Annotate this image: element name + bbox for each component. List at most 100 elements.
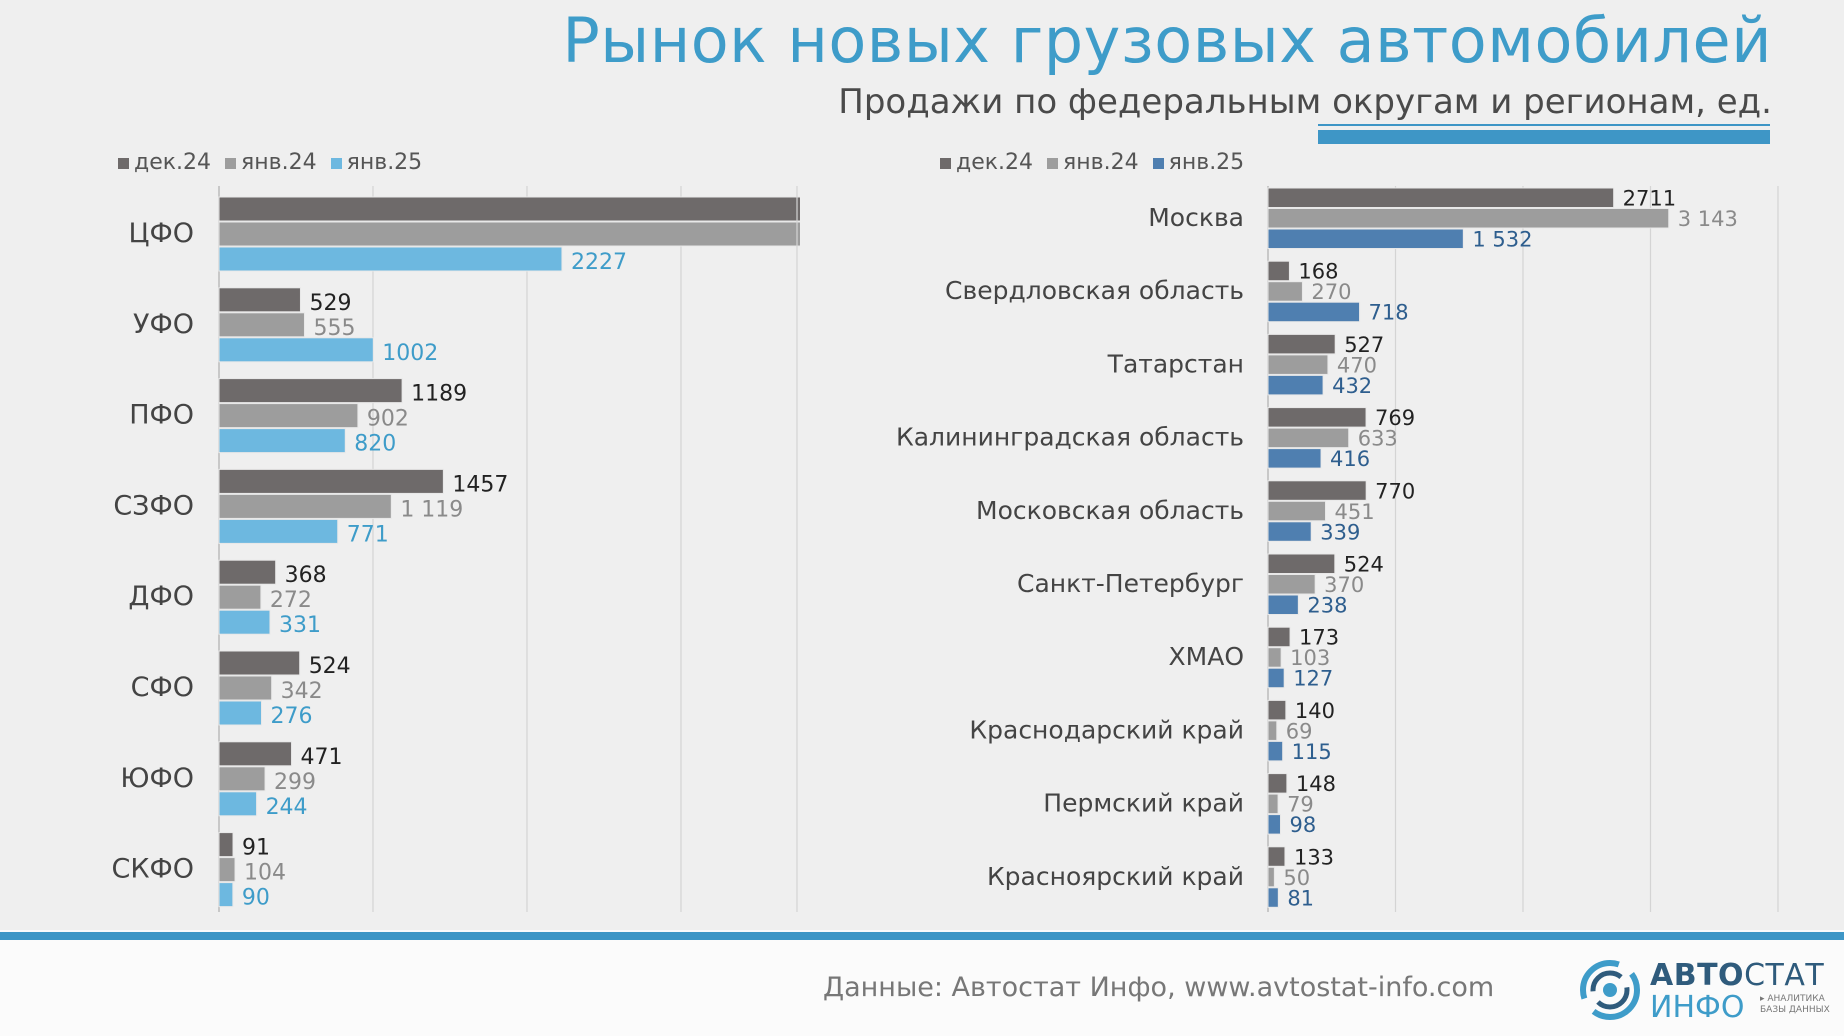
- legend-label: янв.24: [241, 150, 317, 175]
- value-label: 770: [1375, 479, 1415, 503]
- value-label: 299: [274, 770, 316, 795]
- category-label: ЦФО: [129, 218, 194, 249]
- bar-jan25: [1267, 667, 1285, 689]
- bar-dec24: [1267, 260, 1290, 282]
- footer-divider: [0, 932, 1844, 940]
- category-label: СФО: [131, 672, 194, 703]
- logo-tagline-line: БАЗЫ ДАННЫХ: [1760, 1005, 1830, 1015]
- bar-jan24: [218, 857, 236, 883]
- bar-jan24: [218, 403, 359, 429]
- bar-dec24: [218, 287, 301, 313]
- category-label: ХМАО: [1169, 642, 1244, 671]
- category-label: Красноярский край: [987, 862, 1244, 891]
- value-label: 368: [285, 563, 327, 588]
- value-label: 3 143: [1678, 207, 1738, 231]
- bar-jan25: [1267, 740, 1284, 762]
- bar-dec24: [1267, 846, 1286, 867]
- bar-dec24: [218, 378, 403, 404]
- bar-jan24: [1267, 647, 1282, 668]
- value-label: 331: [279, 613, 321, 638]
- bar-dec24: [1267, 773, 1288, 794]
- bar-jan24: [1267, 427, 1350, 449]
- value-label: 432: [1332, 374, 1372, 398]
- value-label: 115: [1292, 740, 1332, 764]
- category-label: УФО: [133, 309, 194, 340]
- legend-item-dec24: дек.24: [940, 150, 1033, 175]
- bar-jan24: [1267, 500, 1327, 522]
- bar-jan24: [218, 584, 262, 610]
- category-label: Санкт-Петербург: [1017, 569, 1244, 598]
- bar-dec24: [1267, 626, 1291, 648]
- bar-jan25: [218, 428, 346, 454]
- bar-jan24: [1267, 354, 1329, 375]
- value-label: 270: [1311, 280, 1351, 304]
- legend-item-jan25: янв.25: [330, 150, 423, 175]
- category-label: Татарстан: [1107, 349, 1244, 378]
- bar-jan25: [218, 246, 563, 272]
- value-label: 168: [1298, 260, 1338, 284]
- value-label: 529: [309, 291, 351, 316]
- bar-dec24: [1267, 699, 1287, 721]
- logo-tagline-line: ▸ АНАЛИТИКА: [1760, 994, 1825, 1004]
- bar-dec24: [1267, 553, 1336, 574]
- bar-jan25: [218, 700, 263, 726]
- value-label: 90: [242, 886, 270, 911]
- value-label: 276: [271, 704, 313, 729]
- bar-dec24: [218, 741, 293, 767]
- legend-label: янв.25: [346, 150, 423, 175]
- logo-swirl-icon: [1580, 960, 1640, 1020]
- legend-item-jan24: янв.24: [225, 150, 317, 175]
- bar-jan24: [1267, 281, 1303, 302]
- logo-wordmark-bottom: ИНФО: [1650, 990, 1745, 1025]
- value-label: 902: [367, 407, 409, 432]
- logo-wordmark-top: АВТОСТАТ: [1650, 958, 1824, 993]
- chart-subtitle: Продажи по федеральным округам и региона…: [838, 82, 1772, 122]
- bar-jan24: [1267, 720, 1278, 741]
- bar-dec24: [1267, 407, 1367, 428]
- value-label: 555: [313, 316, 355, 341]
- bar-jan24: [1267, 208, 1670, 229]
- category-label: СКФО: [111, 854, 194, 885]
- value-label: 2227: [571, 250, 627, 275]
- category-label: Свердловская область: [945, 276, 1244, 305]
- legend-right: дек.24 янв.24 янв.25: [940, 150, 1258, 175]
- value-label: 769: [1375, 406, 1415, 430]
- bar-jan25: [1267, 814, 1281, 835]
- bar-jan25: [1267, 887, 1279, 908]
- value-label: 524: [309, 654, 351, 679]
- bar-jan25: [218, 518, 339, 544]
- bar-jan24: [1267, 574, 1316, 595]
- footer: [0, 930, 1844, 1036]
- category-label: Москва: [1148, 203, 1244, 232]
- legend-item-jan24: янв.24: [1047, 150, 1139, 175]
- bar-jan25: [218, 609, 271, 635]
- value-label: 173: [1299, 626, 1339, 650]
- value-label: 342: [281, 679, 323, 704]
- value-label: 98: [1289, 813, 1316, 837]
- federal-districts-chart: ЦФО40574 1122227УФО5295551002ПФО11899028…: [111, 186, 800, 912]
- bar-dec24: [218, 832, 234, 858]
- value-label: 244: [266, 795, 308, 820]
- legend-label: янв.25: [1168, 150, 1245, 175]
- bar-dec24: [1267, 187, 1615, 208]
- logo-tagline: ▸ АНАЛИТИКА БАЗЫ ДАННЫХ: [1760, 994, 1830, 1016]
- value-label: 148: [1296, 772, 1336, 796]
- value-label: 69: [1286, 719, 1313, 743]
- bar-dec24: [218, 559, 277, 585]
- category-label: ЮФО: [120, 763, 194, 794]
- bar-jan24: [218, 221, 800, 247]
- logo-light-text: СТАТ: [1744, 958, 1825, 993]
- value-label: 1 532: [1472, 228, 1532, 252]
- bar-jan24: [218, 675, 273, 701]
- bar-jan25: [218, 791, 258, 817]
- bar-jan25: [1267, 228, 1464, 249]
- value-label: 91: [242, 836, 270, 861]
- legend-label: дек.24: [134, 150, 212, 175]
- value-label: 133: [1294, 845, 1334, 869]
- value-label: 140: [1295, 699, 1335, 723]
- category-label: Краснодарский край: [969, 715, 1244, 744]
- bar-jan25: [218, 882, 234, 908]
- subtitle-accent-bar: [1318, 124, 1770, 144]
- bar-jan24: [1267, 793, 1279, 815]
